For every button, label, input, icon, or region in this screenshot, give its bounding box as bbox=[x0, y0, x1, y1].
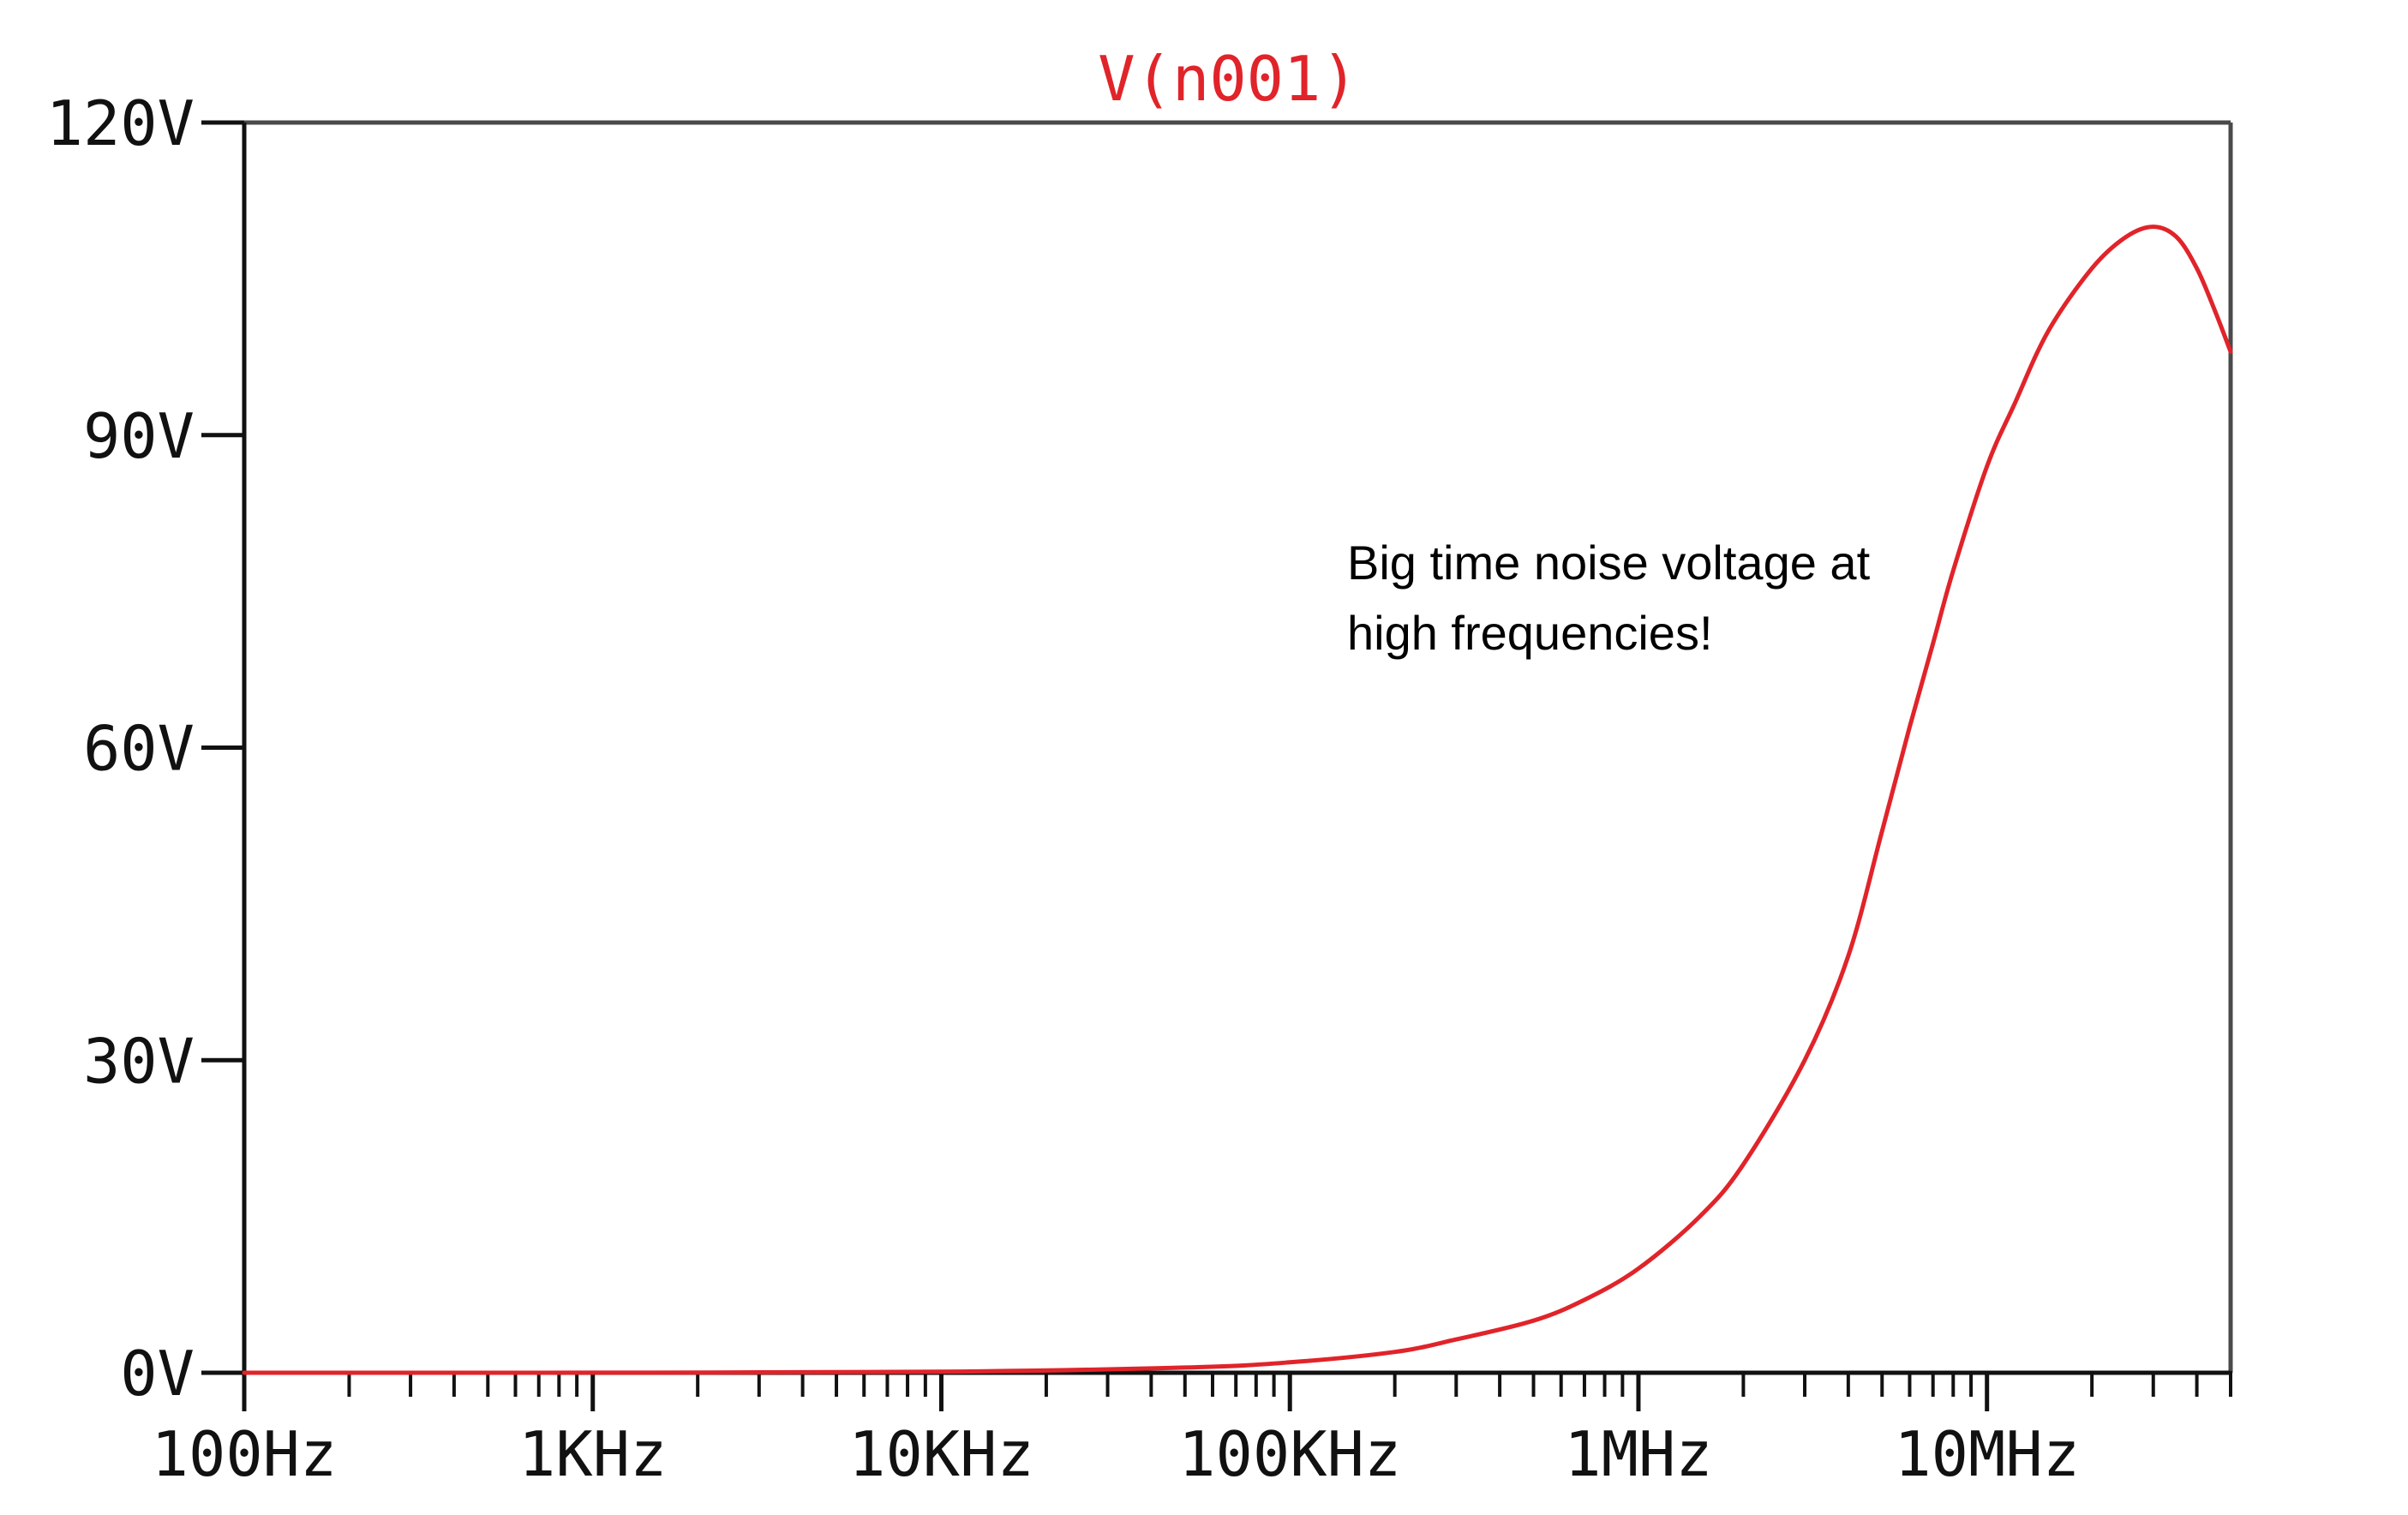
y-tick-label: 0V bbox=[120, 1338, 195, 1410]
y-tick-label: 30V bbox=[83, 1025, 195, 1097]
x-tick-label: 100Hz bbox=[152, 1418, 338, 1490]
y-tick-label: 120V bbox=[46, 87, 195, 159]
chart-annotation: Big time noise voltage at high frequenci… bbox=[1347, 536, 1884, 660]
y-tick-label: 60V bbox=[83, 713, 195, 785]
annotation-line-2: high frequencies! bbox=[1347, 606, 1713, 660]
x-tick-label: 10KHz bbox=[848, 1418, 1034, 1490]
y-tick-label: 90V bbox=[83, 400, 195, 472]
annotation-line-1: Big time noise voltage at bbox=[1347, 536, 1871, 590]
x-tick-label: 100KHz bbox=[1178, 1418, 1401, 1490]
chart-title: V(n001) bbox=[1098, 43, 1357, 115]
x-tick-label: 10MHz bbox=[1894, 1418, 2080, 1490]
series-line-v-n001 bbox=[242, 225, 2233, 1375]
x-tick-label: 1MHz bbox=[1564, 1418, 1712, 1490]
x-axis-ticks: 100Hz 1KHz 10KHz 100KHz 1MHz 10MHz bbox=[152, 1371, 2232, 1490]
series-layer bbox=[242, 225, 2233, 1375]
y-axis-ticks: 0V 30V 60V 90V 120V bbox=[46, 87, 244, 1410]
x-tick-label: 1KHz bbox=[518, 1418, 667, 1490]
